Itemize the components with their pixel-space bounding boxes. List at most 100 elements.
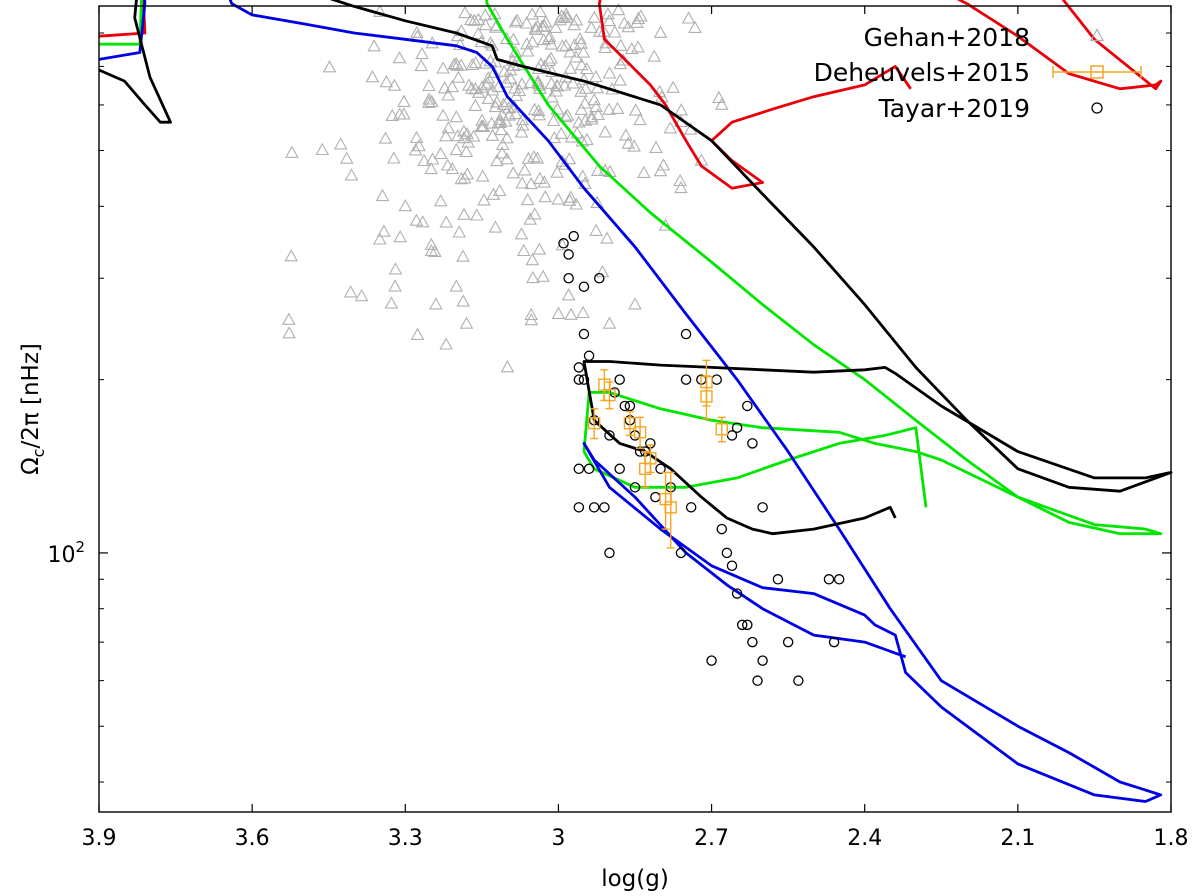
- x-tick-label: 2.7: [694, 826, 729, 851]
- gehan-point: [619, 128, 633, 141]
- gehan-point: [397, 107, 411, 120]
- gehan-point: [621, 136, 636, 149]
- gehan-series: [281, 3, 729, 373]
- y-axis-title-subscript: c: [29, 449, 48, 458]
- gehan-point: [627, 139, 641, 152]
- gehan-point: [624, 41, 639, 55]
- gehan-point: [464, 12, 478, 26]
- gehan-point: [387, 78, 402, 91]
- tayar-point: [736, 619, 748, 631]
- gehan-point: [630, 15, 644, 28]
- tayar-point: [573, 502, 585, 513]
- gehan-point: [453, 37, 467, 51]
- tayar-point: [573, 362, 585, 373]
- gehan-point: [459, 144, 474, 158]
- gehan-point: [424, 243, 439, 257]
- gehan-point: [633, 112, 647, 126]
- x-tick-label: 3: [551, 826, 565, 851]
- tayar-point: [599, 502, 610, 513]
- gehan-point: [598, 125, 613, 138]
- deheuvels-point: [587, 417, 601, 430]
- gehan-point: [506, 166, 521, 179]
- gehan-point: [520, 44, 535, 57]
- gehan-point: [388, 279, 402, 292]
- gehan-point: [589, 69, 603, 83]
- gehan-point: [519, 16, 534, 29]
- gehan-point: [515, 118, 530, 131]
- deheuvels-point: [633, 426, 647, 439]
- tayar-point: [578, 281, 590, 292]
- gehan-point: [510, 13, 525, 26]
- tayar-point: [685, 502, 697, 513]
- gehan-point: [628, 103, 643, 116]
- tayar-point: [823, 574, 835, 585]
- gehan-point: [515, 113, 530, 126]
- gehan-point: [523, 212, 538, 225]
- gehan-point: [458, 5, 472, 19]
- gehan-point: [392, 50, 407, 64]
- gehan-point: [587, 10, 602, 23]
- gehan-point: [508, 15, 523, 28]
- gehan-point: [492, 183, 507, 197]
- gehan-point: [634, 9, 648, 22]
- x-tick-label: 3.3: [388, 826, 423, 851]
- gehan-point: [461, 78, 476, 91]
- gehan-point: [571, 115, 586, 128]
- gehan-point: [656, 158, 671, 171]
- gehan-point: [425, 94, 439, 108]
- gehan-point: [591, 107, 606, 121]
- tayar-point: [721, 547, 733, 559]
- gehan-point: [532, 242, 547, 255]
- gehan-point: [457, 130, 471, 144]
- gehan-point: [688, 20, 702, 33]
- tayar-point: [757, 502, 768, 513]
- gehan-point: [481, 71, 496, 84]
- legend-label-gehan: Gehan+2018: [864, 23, 1030, 52]
- gehan-point: [486, 187, 501, 200]
- gehan-point: [414, 58, 429, 72]
- track-line-track-red: [98, 0, 1163, 190]
- gehan-point: [410, 25, 424, 38]
- deheuvels-series: [587, 359, 728, 549]
- gehan-point: [525, 7, 540, 20]
- deheuvels-point: [623, 417, 637, 430]
- gehan-point: [553, 13, 567, 26]
- gehan-point: [577, 72, 591, 85]
- gehan-point: [489, 95, 504, 108]
- gehan-point: [681, 11, 696, 24]
- x-tick-label: 1.8: [1154, 826, 1189, 851]
- gehan-point: [611, 3, 626, 16]
- gehan-point: [673, 173, 687, 187]
- gehan-point: [481, 91, 496, 104]
- gehan-point: [478, 18, 493, 31]
- gehan-point: [491, 115, 506, 128]
- gehan-point: [495, 137, 510, 151]
- x-tick-label: 3.6: [235, 826, 270, 851]
- tayar-point: [742, 619, 753, 631]
- gehan-point: [315, 142, 330, 156]
- tayar-point: [828, 636, 840, 648]
- gehan-point: [610, 101, 625, 114]
- tayar-point: [716, 523, 728, 535]
- gehan-point: [595, 264, 610, 278]
- gehan-point: [574, 102, 589, 115]
- gehan-point: [465, 57, 480, 71]
- tayar-point: [594, 272, 605, 284]
- gehan-point: [578, 81, 593, 94]
- gehan-point: [451, 70, 466, 83]
- tayar-point: [772, 574, 784, 585]
- y-tick-label: 102: [47, 538, 85, 568]
- gehan-point: [501, 101, 516, 114]
- plot-frame: [98, 5, 1172, 813]
- tayar-point: [619, 400, 631, 412]
- legend-symbol-deheuvels: [1052, 65, 1142, 79]
- y-tick-label-exponent: 2: [75, 538, 85, 556]
- gehan-point: [494, 122, 508, 136]
- gehan-point: [598, 40, 612, 53]
- gehan-point: [557, 78, 572, 91]
- gehan-point: [422, 95, 436, 108]
- gehan-point: [447, 57, 461, 70]
- gehan-point: [284, 249, 299, 262]
- gehan-point: [559, 38, 573, 51]
- gehan-point: [454, 171, 469, 185]
